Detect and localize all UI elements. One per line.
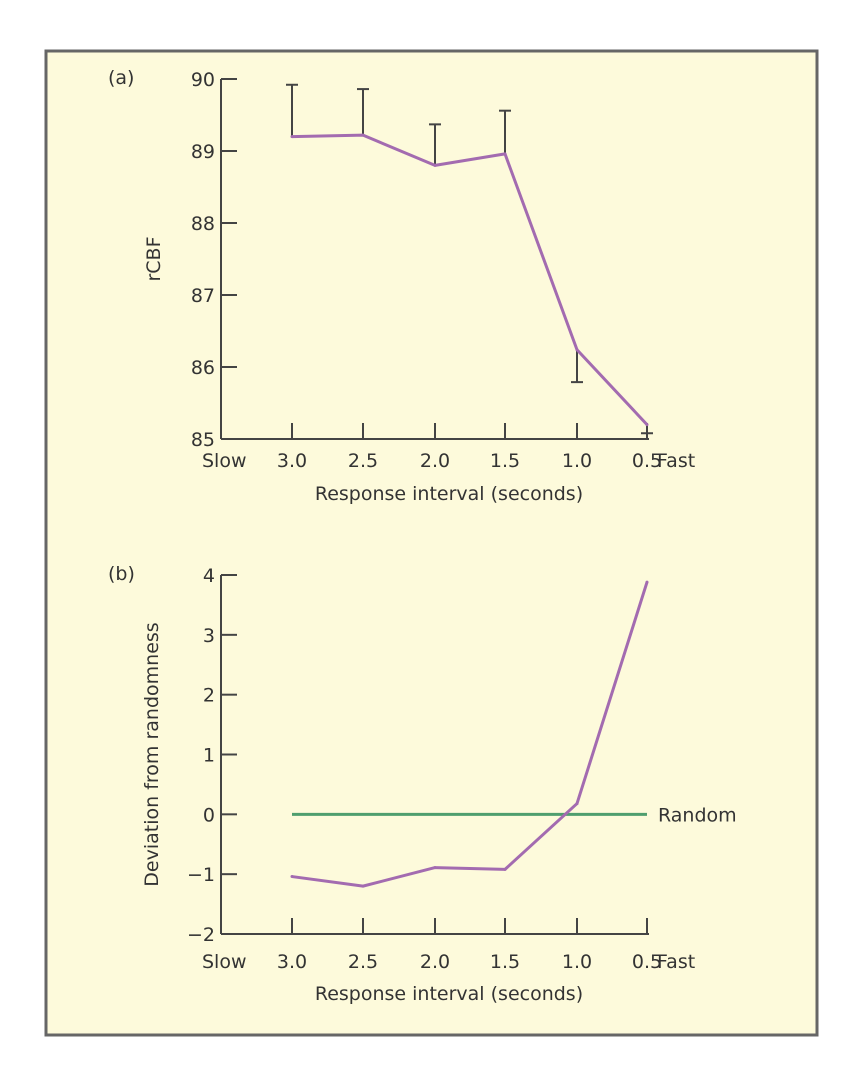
y-tick-label: 87	[191, 285, 215, 307]
x-end-label-fast: Fast	[657, 951, 695, 973]
panel-label: (b)	[108, 563, 135, 585]
data-point	[433, 866, 437, 870]
x-tick-label: 2.0	[420, 450, 450, 472]
panel-b: (b) −2 −1 0 1 2 3 4 3.0 2.5 2.0 1.5 1.0 0.5 Slow Fast Re…	[108, 563, 737, 1005]
data-point	[433, 163, 437, 167]
y-tick-label: 3	[203, 625, 215, 647]
data-point	[503, 152, 507, 156]
data-point	[361, 884, 365, 888]
x-end-label-slow: Slow	[202, 450, 247, 472]
series-line	[291, 581, 649, 888]
y-axis-label: Deviation from randomness	[141, 622, 163, 886]
data-point	[575, 348, 579, 352]
x-end-label-slow: Slow	[202, 951, 247, 973]
data-point	[361, 133, 365, 137]
y-tick-label: 4	[203, 565, 215, 587]
data-point	[503, 867, 507, 871]
x-end-label-fast: Fast	[657, 450, 695, 472]
data-point	[645, 580, 649, 584]
x-tick-label: 1.5	[490, 450, 520, 472]
y-tick-label: 90	[191, 69, 215, 91]
y-tick-label: 89	[191, 141, 215, 163]
x-tick-label: 0.5	[632, 951, 662, 973]
x-tick-label: 2.0	[420, 951, 450, 973]
x-axis-label: Response interval (seconds)	[315, 983, 583, 1005]
y-tick-label: 0	[203, 804, 215, 826]
figure-frame	[44, 49, 819, 1037]
x-tick-label: 2.5	[348, 450, 378, 472]
x-tick-label: 1.5	[490, 951, 520, 973]
x-tick-label: 3.0	[277, 450, 307, 472]
x-tick-label: 1.0	[562, 951, 592, 973]
random-reference-label: Random	[658, 804, 737, 826]
panel-a: (a) 85 86 87 88 89 90 3.0 2.5 2.0 1.5 1.0 0.5 Slow Fas…	[108, 67, 695, 505]
x-axis-label: Response interval (seconds)	[315, 483, 583, 505]
y-tick-label: −1	[187, 864, 215, 886]
series-line	[291, 133, 649, 426]
y-tick-label: −2	[187, 924, 215, 946]
y-tick-label: 1	[203, 745, 215, 767]
y-tick-label: 86	[191, 357, 215, 379]
data-point	[290, 875, 294, 879]
x-tick-label: 1.0	[562, 450, 592, 472]
y-tick-label: 2	[203, 685, 215, 707]
x-tick-label: 0.5	[632, 450, 662, 472]
y-tick-label: 85	[191, 429, 215, 451]
y-axis-label: rCBF	[143, 236, 165, 281]
data-point	[290, 135, 294, 139]
x-tick-label: 2.5	[348, 951, 378, 973]
data-point	[645, 423, 649, 427]
x-tick-label: 3.0	[277, 951, 307, 973]
panel-label: (a)	[108, 67, 134, 89]
y-tick-label: 88	[191, 213, 215, 235]
data-point	[575, 802, 579, 806]
